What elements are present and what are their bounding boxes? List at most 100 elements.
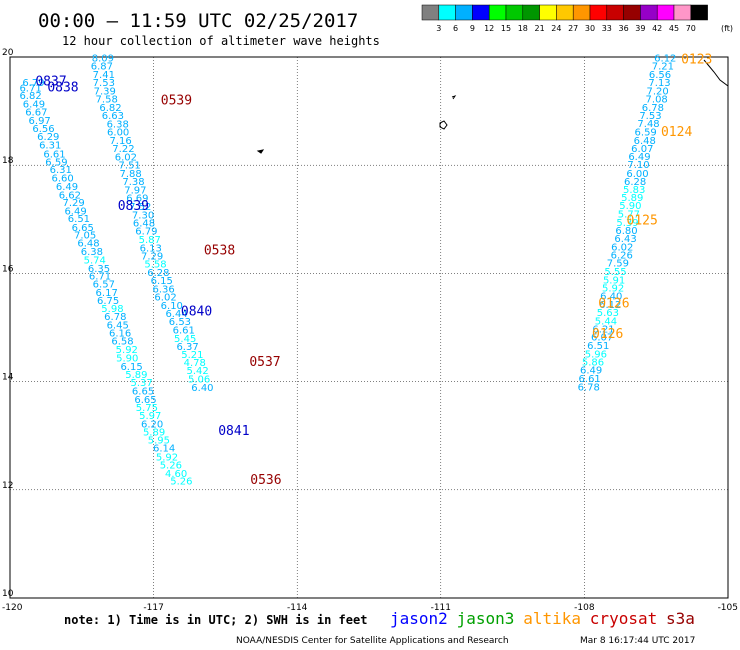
colorbar-swatch	[673, 4, 692, 21]
wave-height-value: 6.65	[72, 223, 94, 234]
wave-height-value: 6.53	[169, 317, 191, 328]
wave-height-value: 6.37	[176, 342, 198, 353]
satellite-legend: jason2 jason3 altika cryosat s3a	[390, 609, 695, 628]
x-tick-label: -105	[718, 603, 738, 613]
gridlines	[10, 57, 728, 598]
wave-height-value: 6.78	[104, 312, 126, 323]
wave-height-value: 6.16	[109, 328, 131, 339]
wave-height-value: 7.21	[652, 62, 674, 73]
island-a	[451, 95, 457, 100]
wave-height-value: 6.48	[77, 239, 99, 250]
y-tick-label: 18	[2, 156, 14, 166]
colorbar-swatch	[539, 4, 557, 21]
wave-height-value: 6.79	[135, 227, 157, 238]
wave-height-value: 5.26	[170, 477, 192, 488]
y-tick-label: 20	[2, 48, 14, 58]
wave-height-value: 5.55	[604, 267, 626, 278]
wave-height-value: 6.38	[107, 120, 129, 131]
wave-height-value: 5.98	[101, 304, 123, 315]
wave-height-value: 7.88	[119, 169, 141, 180]
wave-height-value: 7.38	[122, 177, 144, 188]
pass-label: 0126	[592, 327, 623, 342]
wave-height-value: 5.75	[136, 403, 158, 414]
colorbar-swatch	[438, 4, 456, 21]
wave-height-value: 6.56	[649, 70, 671, 81]
wave-height-value: 5.90	[619, 201, 641, 212]
wave-height-value: 7.13	[648, 78, 670, 89]
colorbar-label: 6	[453, 24, 458, 33]
wave-height-value: 5.44	[595, 316, 617, 327]
wave-height-value: 6.48	[634, 136, 656, 147]
colorbar-swatch	[556, 4, 574, 21]
pass-label: 0840	[181, 304, 212, 319]
pass-label: 0124	[661, 125, 692, 140]
wave-height-value: 6.49	[580, 366, 602, 377]
wave-height-value: 6.58	[111, 336, 133, 347]
wave-height-value: 6.28	[147, 268, 169, 279]
colorbar-label: 39	[635, 24, 645, 33]
wave-height-value: 6.00	[626, 169, 648, 180]
wave-height-value: 6.71	[89, 272, 111, 283]
wave-height-value: 7.39	[94, 87, 116, 98]
wave-height-value: 6.78	[642, 103, 664, 114]
colorbar-label: 9	[470, 24, 475, 33]
wave-height-value: 6.28	[624, 177, 646, 188]
wave-height-value: 7.08	[646, 95, 668, 106]
wave-height-value: 5.92	[156, 452, 178, 463]
wave-height-value: 6.61	[43, 149, 65, 160]
pass-label: 0536	[250, 473, 281, 488]
wave-height-value: 6.14	[153, 444, 175, 455]
colorbar-label: 30	[585, 24, 595, 33]
colorbar-label: 27	[568, 24, 578, 33]
wave-height-value: 7.29	[63, 198, 85, 209]
wave-height-value: 6.40	[600, 292, 622, 303]
wave-height-value: 6.49	[64, 207, 86, 218]
wave-height-value: 6.87	[91, 62, 113, 73]
wave-height-value: 5.77	[618, 209, 640, 220]
wave-height-value: 6.82	[19, 91, 41, 102]
wave-height-value: 7.59	[607, 259, 629, 270]
colorbar: 3 6 9 12 15 18 21 24 27 30 33 36 39 42 45 70	[421, 4, 708, 33]
wave-height-value: 5.86	[582, 358, 604, 369]
wave-height-value: 6.65	[134, 395, 156, 406]
wave-height-value: 7.10	[627, 160, 649, 171]
wave-height-value: 6.80	[615, 226, 637, 237]
wave-height-value: 6.21	[592, 325, 614, 336]
colorbar-swatch	[656, 4, 675, 21]
pass-label: 0837	[35, 74, 66, 89]
wave-height-value: 5.95	[148, 435, 170, 446]
wave-height-value: 5.63	[597, 308, 619, 319]
x-tick-label: -114	[287, 603, 308, 613]
wave-height-value: 6.49	[628, 152, 650, 163]
wave-height-values: 6.796.716.826.496.676.976.566.296.316.61…	[19, 54, 676, 488]
wave-height-value: 7.53	[639, 111, 661, 122]
wave-height-value: 7.48	[637, 119, 659, 130]
wave-height-value: 6.36	[153, 285, 175, 296]
wave-height-value: 6.12	[654, 54, 676, 65]
colorbar-swatch	[522, 4, 540, 21]
wave-height-value: 6.00	[107, 128, 129, 139]
wave-height-value: 7.51	[119, 161, 141, 172]
colorbar-swatch	[455, 4, 473, 21]
x-tick-label: -117	[143, 603, 163, 613]
colorbar-swatch	[488, 4, 507, 21]
wave-height-value: 7.22	[112, 144, 134, 155]
legend-item: s3a	[666, 609, 695, 628]
wave-height-value: 5.45	[174, 334, 196, 345]
colorbar-label: 42	[652, 24, 662, 33]
wave-height-value: 6.62	[59, 190, 81, 201]
wave-height-value: 6.56	[32, 124, 54, 135]
wave-height-value: 7.30	[132, 210, 154, 221]
colorbar-swatch	[421, 4, 440, 21]
timestamp: Mar 8 16:17:44 UTC 2017	[580, 636, 695, 646]
wave-height-value: 5.26	[160, 460, 182, 471]
wave-height-value: 6.44	[165, 309, 187, 320]
wave-height-value: 5.89	[125, 370, 147, 381]
wave-height-value: 6.12	[599, 300, 621, 311]
wave-height-value: 6.78	[578, 382, 600, 393]
wave-height-value: 5.97	[139, 411, 161, 422]
wave-height-value: 6.49	[56, 182, 78, 193]
colorbar-label: 3	[436, 24, 441, 33]
pass-label: 0839	[118, 199, 149, 214]
